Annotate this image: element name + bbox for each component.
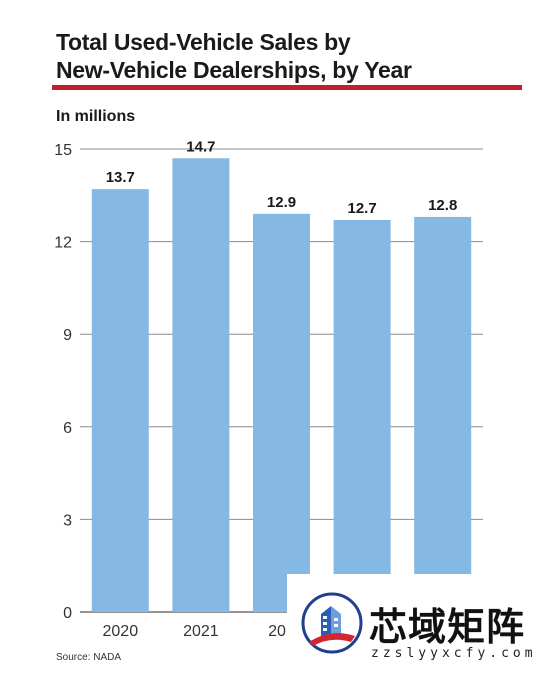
y-tick-label: 3 bbox=[63, 512, 72, 529]
chart-title-line-1: Total Used-Vehicle Sales by bbox=[56, 29, 351, 55]
watermark-url: zzslyyxcfy.com bbox=[371, 646, 537, 661]
bar-value-label: 12.8 bbox=[428, 197, 457, 214]
x-tick-label: 2021 bbox=[183, 623, 219, 640]
x-tick-label: 2020 bbox=[103, 623, 139, 640]
bar bbox=[91, 189, 149, 613]
chart-title: Total Used-Vehicle Sales by New-Vehicle … bbox=[56, 28, 526, 84]
bar bbox=[414, 216, 472, 612]
units-label: In millions bbox=[56, 108, 136, 125]
chart-title-line-2: New-Vehicle Dealerships, by Year bbox=[56, 57, 412, 83]
y-tick-label: 15 bbox=[54, 142, 72, 159]
y-tick-label: 6 bbox=[63, 420, 72, 437]
bar-value-label: 13.7 bbox=[106, 169, 135, 186]
bar bbox=[333, 219, 391, 612]
bar-value-label: 12.9 bbox=[267, 194, 296, 211]
bar-value-label: 12.7 bbox=[347, 200, 376, 217]
bar-value-label: 14.7 bbox=[186, 138, 215, 155]
bar bbox=[172, 158, 230, 612]
watermark-logo-icon bbox=[301, 592, 363, 654]
y-tick-label: 0 bbox=[63, 605, 72, 622]
bar bbox=[253, 213, 310, 612]
y-tick-label: 12 bbox=[54, 235, 72, 252]
watermark-text: 芯域矩阵 bbox=[369, 605, 526, 649]
y-tick-label: 9 bbox=[63, 327, 72, 344]
watermark: 芯域矩阵 zzslyyxcfy.com bbox=[287, 574, 549, 675]
source-note: Source: NADA bbox=[56, 652, 122, 663]
title-accent-rule bbox=[52, 85, 522, 90]
